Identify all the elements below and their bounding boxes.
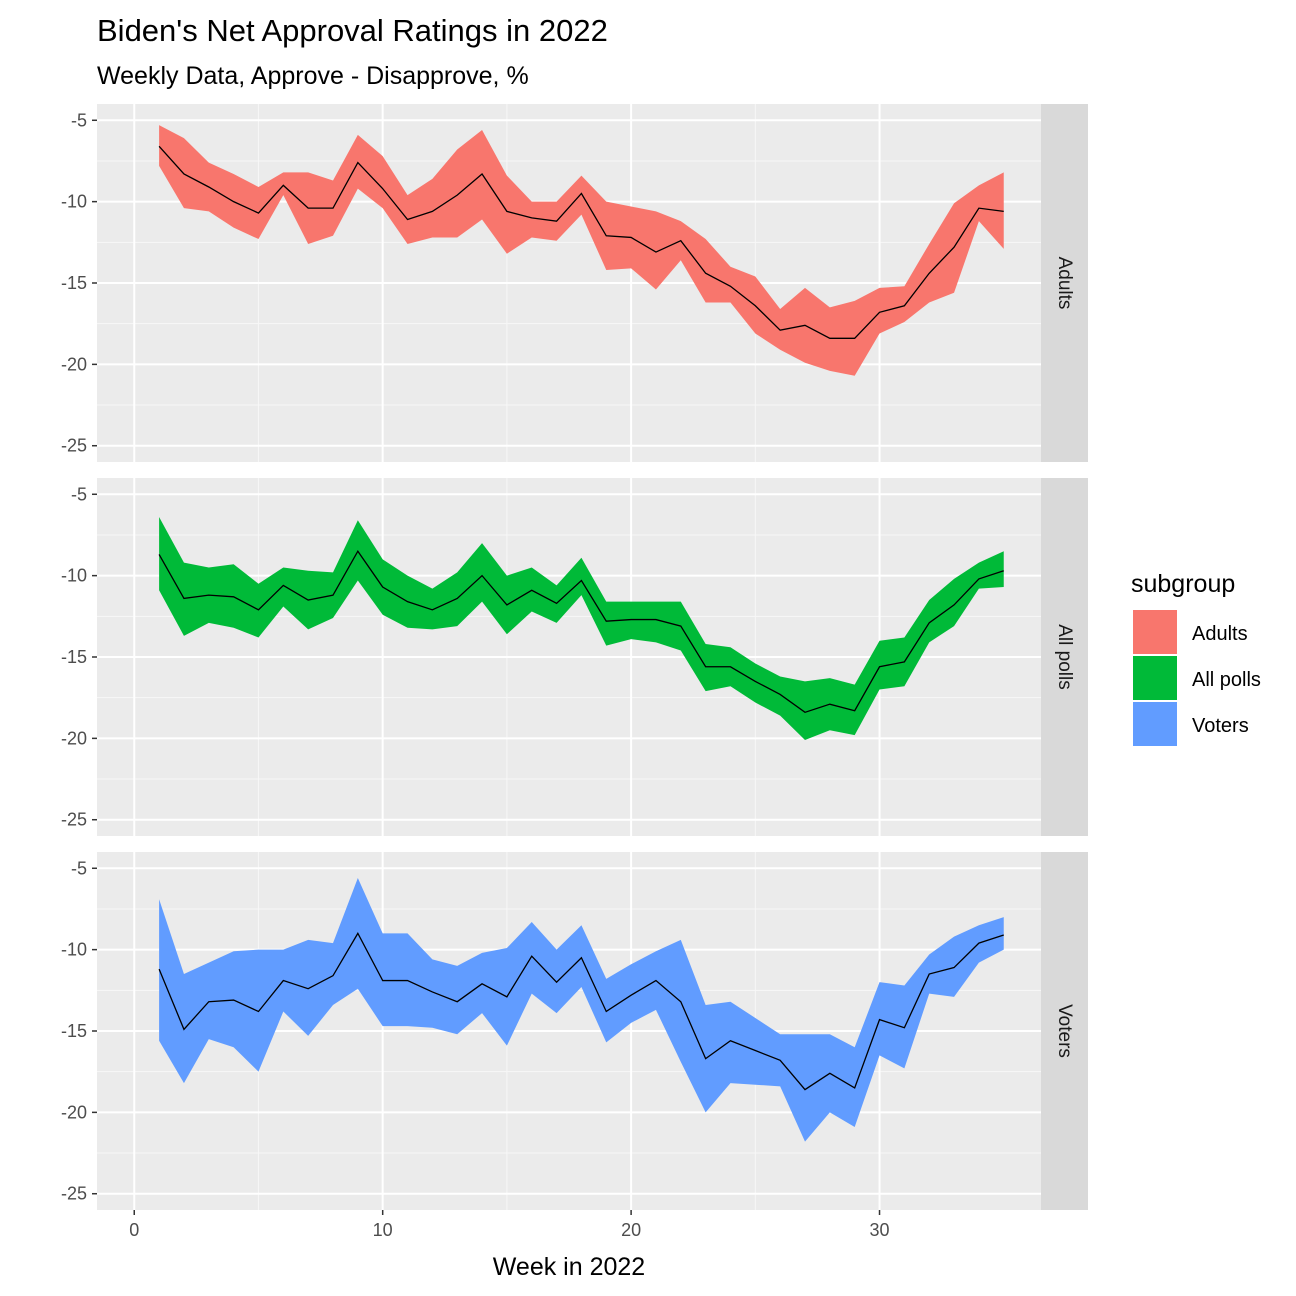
facet-strip [1041, 852, 1088, 1210]
y-tick-label: -25 [61, 1184, 87, 1204]
legend-swatch [1133, 656, 1177, 700]
y-tick-label: -10 [61, 566, 87, 586]
legend-swatch [1133, 610, 1177, 654]
mean-line-voters [158, 932, 1004, 1091]
y-tick-label: -20 [61, 728, 87, 748]
y-tick-label: -5 [71, 484, 87, 504]
mean-line-all-polls [158, 550, 1004, 714]
x-axis-title: Week in 2022 [493, 1253, 645, 1281]
facet-panels: -5 -10 -15 -20 -25 Adults -5 -10 -15 -20 -25 All po… [61, 104, 1088, 1210]
y-tick-label: -10 [61, 940, 87, 960]
facet-strip-label: Adults [1054, 257, 1075, 310]
legend-label: All polls [1192, 669, 1261, 691]
ribbon-adults [159, 125, 1004, 376]
y-tick-label: -5 [71, 110, 87, 130]
x-tick-label: 10 [373, 1220, 393, 1240]
x-tick-label: 20 [621, 1220, 641, 1240]
legend-label: Adults [1192, 623, 1248, 645]
y-tick-label: -25 [61, 436, 87, 456]
facet-strip [1041, 478, 1088, 836]
y-tick-label: -15 [61, 273, 87, 293]
facet-strip-label: All polls [1054, 624, 1075, 689]
mean-line-adults [158, 145, 1004, 339]
chart-subtitle: Weekly Data, Approve - Disapprove, % [97, 62, 529, 90]
y-tick-label: -20 [61, 354, 87, 374]
legend-label: Voters [1192, 715, 1249, 737]
ribbon-all-polls [159, 517, 1004, 740]
x-tick-label: 0 [129, 1220, 139, 1240]
facet-panel-voters: -5 -10 -15 -20 -25 Voters [61, 852, 1088, 1210]
x-axis: 0 10 20 30 [129, 1210, 890, 1240]
legend-title: subgroup [1131, 570, 1235, 598]
y-tick-label: -15 [61, 647, 87, 667]
y-tick-label: -20 [61, 1102, 87, 1122]
facet-panel-adults: -5 -10 -15 -20 -25 Adults [61, 104, 1088, 462]
chart-title: Biden's Net Approval Ratings in 2022 [97, 13, 608, 48]
y-tick-label: -15 [61, 1021, 87, 1041]
facet-panel-all-polls: -5 -10 -15 -20 -25 All polls [61, 478, 1088, 836]
facet-strip [1041, 104, 1088, 462]
y-tick-label: -10 [61, 192, 87, 212]
y-tick-label: -5 [71, 858, 87, 878]
y-tick-label: -25 [61, 810, 87, 830]
facet-strip-label: Voters [1054, 1004, 1075, 1058]
legend: subgroup Adults All polls Voters [1131, 570, 1261, 746]
x-tick-label: 30 [870, 1220, 890, 1240]
legend-swatch [1133, 702, 1177, 746]
